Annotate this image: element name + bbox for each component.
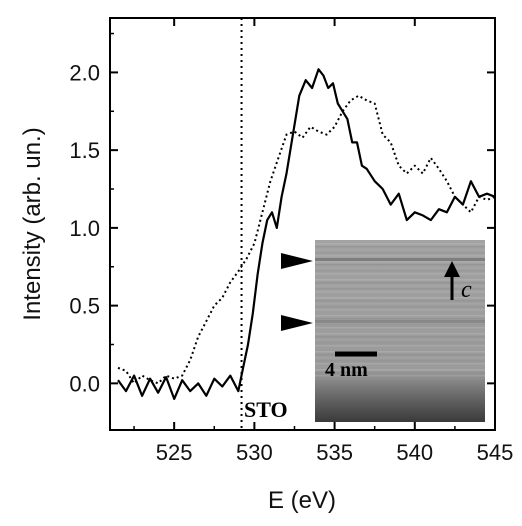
inset-stripe (315, 369, 485, 371)
x-tick-label: 530 (236, 440, 273, 465)
inset-stripe (315, 378, 485, 380)
interface-marker-lower (281, 315, 313, 331)
c-axis-label: c (461, 277, 472, 303)
inset-stripe (315, 351, 485, 353)
inset-stripe (315, 273, 485, 275)
inset-stripe (315, 246, 485, 248)
inset-stripe (315, 294, 485, 296)
inset-stripe (315, 288, 485, 290)
inset-stripe (315, 267, 485, 269)
scale-bar-label: 4 nm (325, 359, 368, 381)
inset-stripe (315, 360, 485, 362)
inset-stripe (315, 342, 485, 344)
inset-stripe (315, 336, 485, 338)
series-line-2 (117, 94, 495, 385)
inset-stripe (315, 348, 485, 350)
inset-stripe (315, 255, 485, 257)
interface-marker-upper (281, 253, 313, 269)
y-tick-label: 0.5 (69, 294, 100, 319)
axis-tick-labels: 525 530 535 540 545 0.0 0.5 1.0 1.5 2.0 (69, 60, 513, 465)
inset-stripe (315, 354, 485, 356)
inset-tem-image: c 4 nm (281, 240, 485, 422)
inset-stripe (315, 309, 485, 311)
inset-stripe (315, 375, 485, 377)
y-tick-label: 2.0 (69, 60, 100, 85)
inset-stripe (315, 318, 485, 320)
series-layer (117, 68, 495, 400)
series-line-1 (117, 68, 495, 400)
inset-stripe (315, 252, 485, 254)
x-tick-label: 535 (316, 440, 353, 465)
inset-stripe (315, 333, 485, 335)
y-axis-title: Intensity (arb. un.) (19, 127, 46, 320)
inset-stripe (315, 366, 485, 368)
inset-stripe (315, 264, 485, 266)
inset-stripe (315, 300, 485, 302)
inset-stripe (315, 315, 485, 317)
inset-stripe (315, 345, 485, 347)
x-axis-title: E (eV) (268, 487, 336, 514)
inset-stripe (315, 270, 485, 272)
sto-label: STO (244, 397, 288, 422)
plot-frame (109, 17, 496, 431)
axis-ticks (110, 18, 496, 430)
y-tick-label: 0.0 (69, 371, 100, 396)
inset-lattice-stripes (315, 243, 485, 380)
inset-stripe (315, 261, 485, 263)
inset-stripe (315, 357, 485, 359)
inset-stripe (315, 324, 485, 326)
inset-stripe (315, 285, 485, 287)
y-tick-label: 1.5 (69, 138, 100, 163)
inset-stripe (315, 339, 485, 341)
inset-stripe (315, 372, 485, 374)
inset-stripe (315, 303, 485, 305)
inset-stripe (315, 276, 485, 278)
inset-stripe (315, 297, 485, 299)
x-tick-label: 545 (477, 440, 514, 465)
inset-interface-band (315, 258, 485, 261)
inset-stripe (315, 306, 485, 308)
x-tick-label: 525 (156, 440, 193, 465)
inset-stripe (315, 249, 485, 251)
inset-stripe (315, 282, 485, 284)
c-axis-arrowhead (444, 261, 460, 277)
inset-stripe (315, 291, 485, 293)
y-tick-label: 1.0 (69, 216, 100, 241)
inset-stripe (315, 363, 485, 365)
inset-interface-band (315, 320, 485, 323)
inset-stripe (315, 279, 485, 281)
inset-stripe (315, 312, 485, 314)
inset-stripe (315, 243, 485, 245)
x-tick-label: 540 (396, 440, 433, 465)
inset-stripe (315, 330, 485, 332)
inset-stripe (315, 327, 485, 329)
